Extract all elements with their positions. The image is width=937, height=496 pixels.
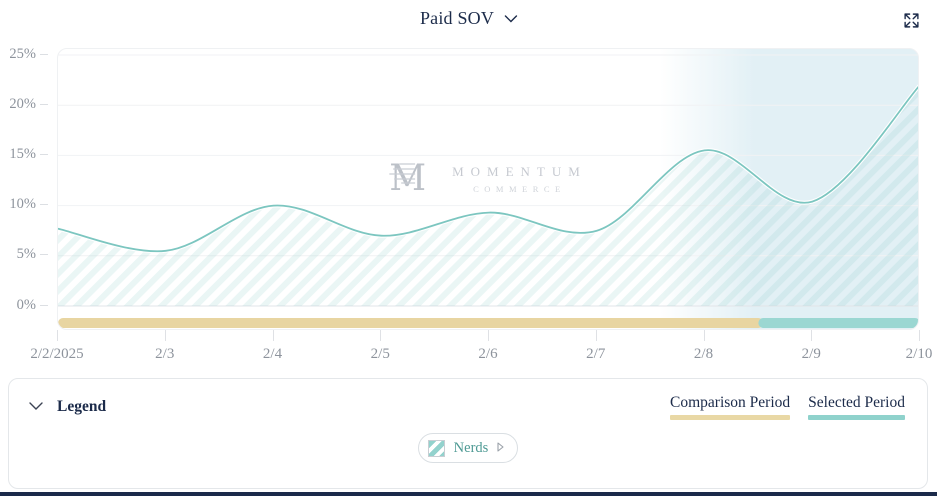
selected-period-label: Selected Period — [808, 394, 905, 411]
x-tick-label: 2/5 — [370, 346, 390, 362]
x-tick-label: 2/10 — [905, 346, 933, 362]
expand-icon[interactable] — [901, 10, 921, 30]
comparison-period-toggle[interactable]: Comparison Period — [670, 394, 791, 420]
legend-panel: Legend Comparison Period Selected Period… — [8, 378, 928, 489]
bottom-panel-edge — [0, 492, 937, 496]
plot-area[interactable]: M MOMENTUM COMMERCE — [57, 48, 919, 330]
y-tick-label: 5% — [0, 244, 48, 264]
area-series-nerds — [58, 87, 918, 306]
x-tick-label: 2/7 — [586, 346, 606, 362]
metric-selector[interactable]: Paid SOV — [420, 8, 517, 29]
y-tick-label: 15% — [0, 144, 48, 164]
legend-header: Legend Comparison Period Selected Period — [9, 379, 927, 420]
y-tick-label: 10% — [0, 194, 48, 214]
x-tick-label: 2/9 — [801, 346, 821, 362]
comparison-period-swatch — [670, 415, 791, 420]
series-chip-nerds[interactable]: Nerds — [417, 433, 519, 463]
y-axis: 25% 20% 15% 10% 5% 0% — [0, 0, 50, 340]
selected-period-swatch — [808, 415, 905, 420]
x-tick-label: 2/3 — [155, 346, 175, 362]
y-tick-label: 25% — [0, 44, 48, 64]
y-tick-label: 0% — [0, 295, 48, 315]
chevron-down-icon — [29, 398, 43, 416]
legend-collapse-toggle[interactable]: Legend — [29, 398, 106, 416]
plot-svg — [58, 54, 919, 328]
x-tick-label: 2/8 — [693, 346, 714, 362]
x-tick-label: 2/2/2025 — [30, 346, 84, 362]
x-axis: 2/2/2025 2/3 2/4 2/5 2/6 2/7 2/8 2/9 2/1… — [30, 346, 932, 368]
comparison-period-label: Comparison Period — [670, 394, 791, 411]
comparison-period-bar[interactable] — [58, 318, 764, 328]
selected-period-bar[interactable] — [758, 318, 919, 328]
chevron-down-icon — [504, 14, 517, 23]
selected-period-toggle[interactable]: Selected Period — [808, 394, 905, 420]
nerds-series-swatch-icon — [427, 439, 445, 457]
page-title: Paid SOV — [419, 8, 495, 28]
line-series-nerds — [58, 86, 918, 253]
y-tick-label: 20% — [0, 94, 48, 114]
series-chip-row: Nerds — [9, 433, 927, 463]
x-tickmarks — [57, 330, 920, 341]
x-tick-label: 2/6 — [478, 346, 498, 362]
x-tick-label: 2/4 — [262, 346, 283, 362]
caret-right-icon — [497, 439, 504, 457]
legend-title: Legend — [57, 398, 107, 415]
series-chip-label: Nerds — [453, 439, 489, 456]
widget-header: Paid SOV — [0, 0, 937, 40]
